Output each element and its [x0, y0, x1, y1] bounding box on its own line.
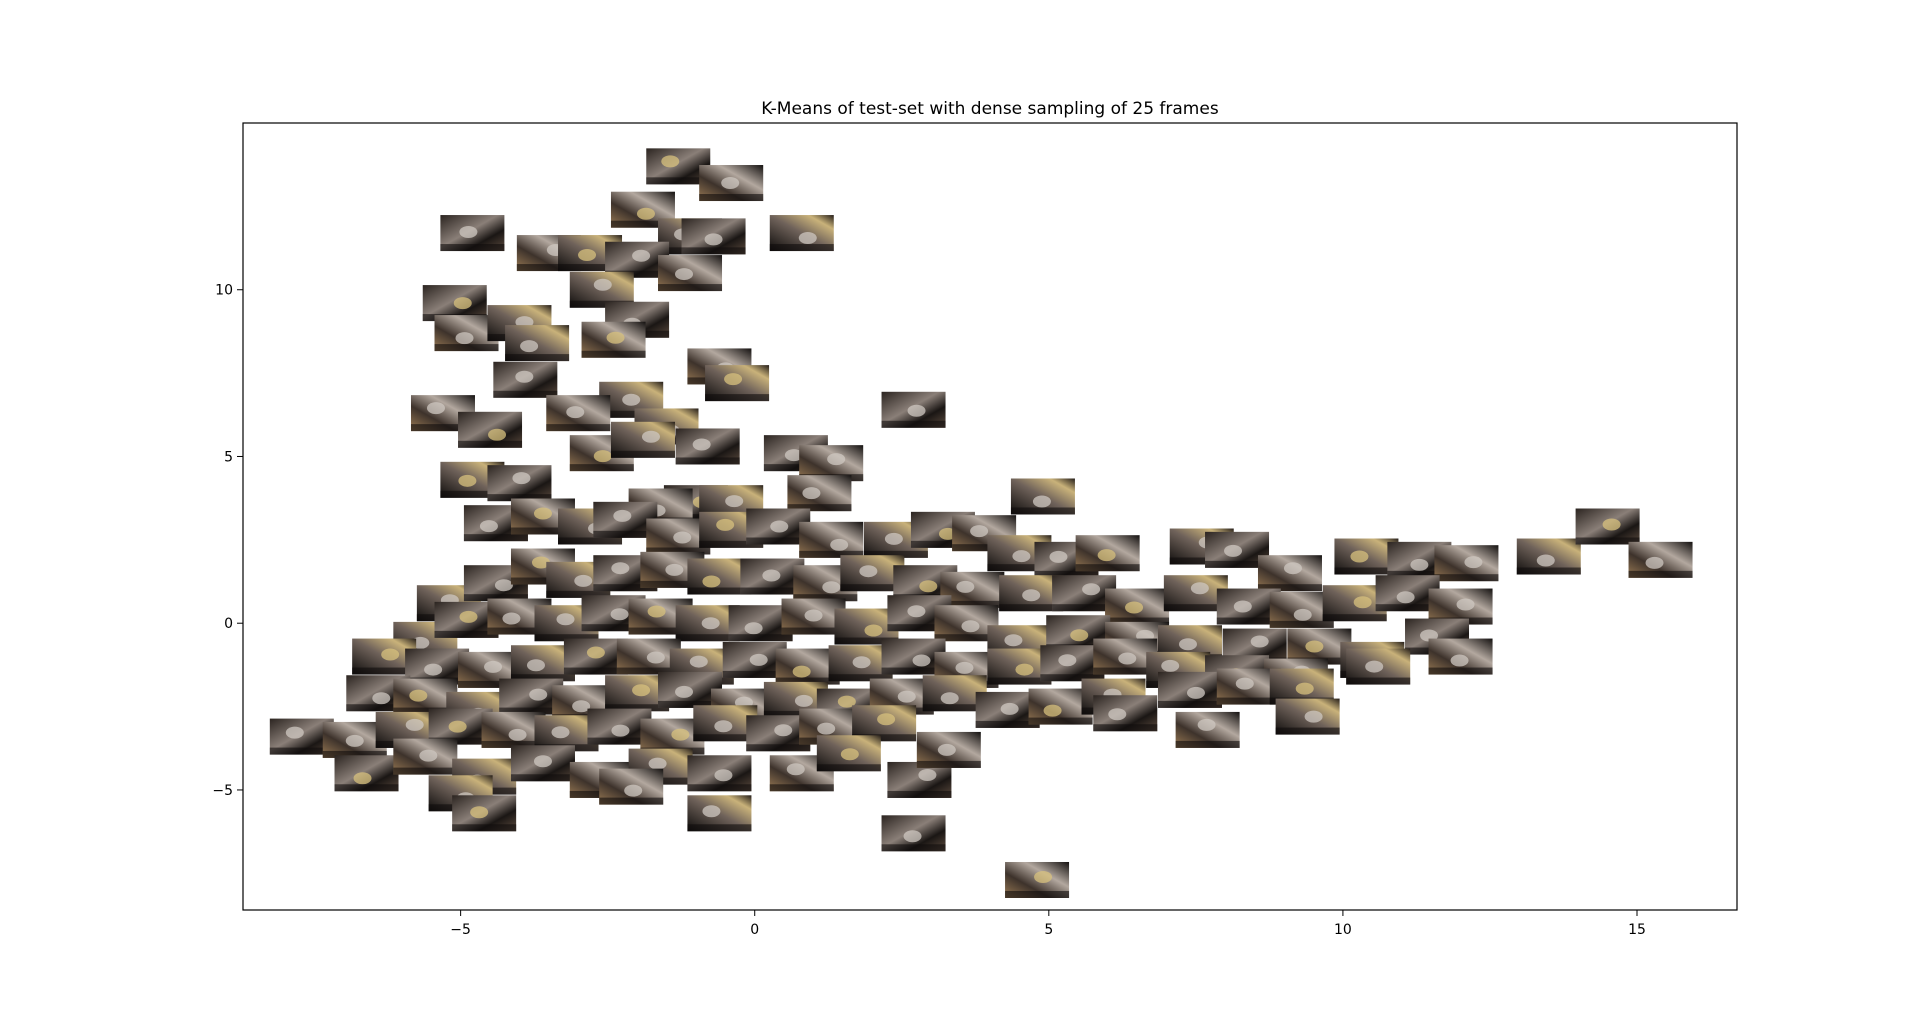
y-tick-label: 10: [215, 283, 233, 299]
thumbnail-point: [546, 395, 611, 432]
thumbnail-point: [510, 645, 575, 682]
y-tick-label: −5: [212, 783, 233, 799]
y-axis: −5 0 5 10: [212, 283, 243, 799]
x-tick-label: 0: [750, 922, 759, 938]
thumbnail-point: [1105, 588, 1170, 625]
chart-title: K-Means of test-set with dense sampling …: [761, 99, 1219, 119]
x-tick-label: −5: [450, 922, 471, 938]
thumbnail-point: [816, 735, 881, 772]
thumbnail-point: [334, 755, 399, 792]
thumbnail-point: [705, 365, 770, 402]
thumbnail-point: [658, 255, 723, 292]
x-tick-label: 15: [1628, 922, 1646, 938]
thumbnail-markers: [269, 148, 1693, 898]
thumbnail-point: [1428, 638, 1493, 675]
thumbnail-point: [452, 795, 517, 832]
thumbnail-point: [393, 738, 458, 775]
thumbnail-point: [769, 215, 834, 252]
thumbnail-point: [881, 815, 946, 852]
thumbnail-point: [887, 761, 952, 798]
thumbnail-point: [569, 271, 634, 308]
thumbnail-point: [681, 218, 746, 255]
thumbnail-point: [1010, 478, 1075, 515]
plot-frame: [242, 122, 1738, 911]
thumbnail-point: [1434, 545, 1499, 582]
thumbnail-point: [1275, 698, 1340, 735]
thumbnail-point: [916, 731, 981, 768]
thumbnail-point: [1075, 535, 1140, 572]
x-tick-label: 5: [1044, 922, 1053, 938]
thumbnail-point: [1516, 538, 1581, 575]
thumbnail-point: [1628, 541, 1693, 578]
thumbnail-point: [787, 475, 852, 512]
thumbnail-point: [852, 705, 917, 742]
thumbnail-point: [487, 465, 552, 502]
thumbnail-point: [1575, 508, 1640, 545]
thumbnail-point: [1157, 671, 1222, 708]
thumbnail-point: [610, 421, 675, 458]
thumbnail-point: [675, 428, 740, 465]
thumbnail-point: [1175, 711, 1240, 748]
thumbnail-point: [458, 411, 523, 448]
thumbnail-point: [581, 321, 646, 358]
y-tick-label: 5: [224, 449, 233, 465]
thumbnail-point: [799, 521, 864, 558]
thumbnail-point: [1257, 555, 1322, 592]
x-axis: −5 0 5 10 15: [450, 910, 1646, 938]
thumbnail-point: [699, 165, 764, 202]
thumbnail-point: [463, 565, 528, 602]
thumbnail-point: [493, 361, 558, 398]
y-tick-label: 0: [224, 616, 233, 632]
thumbnail-point: [1093, 695, 1158, 732]
thumbnail-point: [1034, 541, 1099, 578]
thumbnail-point: [687, 755, 752, 792]
thumbnail-point: [687, 795, 752, 832]
thumbnail-point: [505, 325, 570, 362]
thumbnail-point: [940, 571, 1005, 608]
thumbnail-point: [440, 215, 505, 252]
thumbnail-point: [881, 391, 946, 428]
x-tick-label: 10: [1334, 922, 1352, 938]
thumbnail-point: [510, 745, 575, 782]
thumbnail-point: [1005, 861, 1070, 898]
thumbnail-point: [599, 768, 664, 805]
thumbnail-point: [1346, 648, 1411, 685]
